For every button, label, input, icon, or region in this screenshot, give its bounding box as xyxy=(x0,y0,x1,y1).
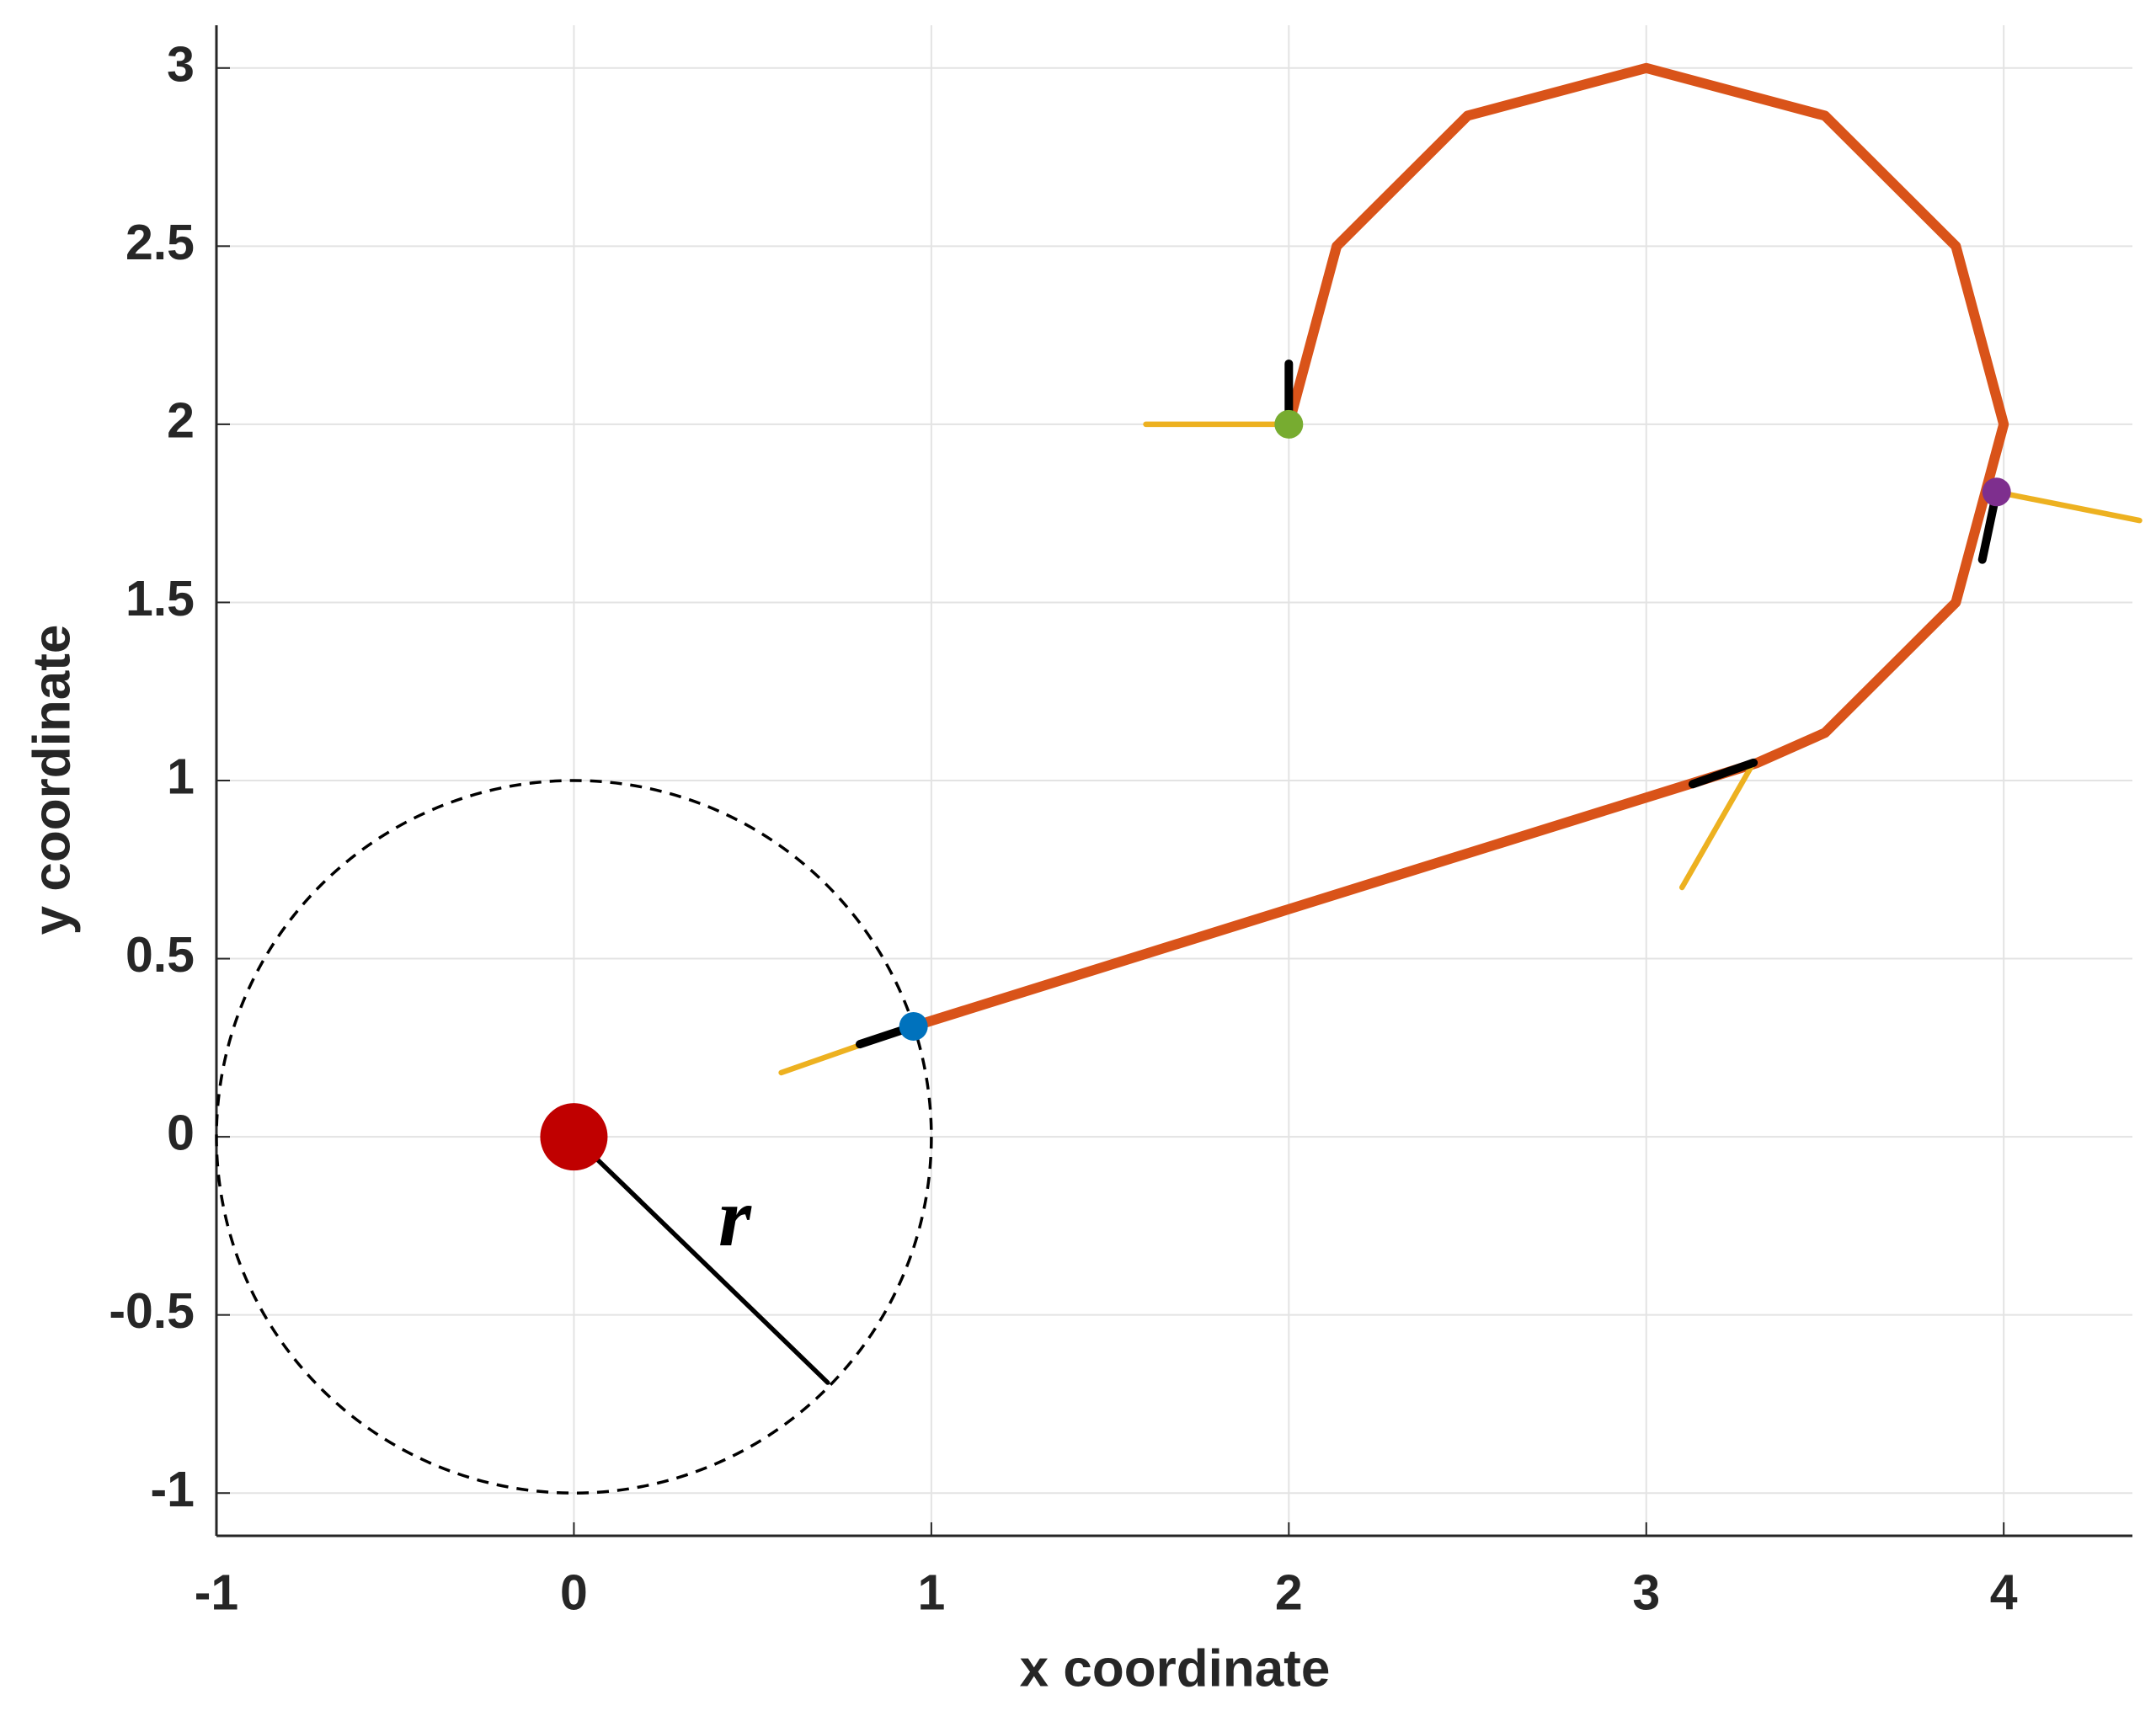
trajectory xyxy=(908,62,2009,1031)
x-tick-label: 4 xyxy=(1990,1565,2018,1621)
y-tick-label: 2 xyxy=(167,392,195,448)
waypoint xyxy=(1274,409,1304,439)
tangent-line xyxy=(1688,758,1758,789)
waypoint xyxy=(899,1011,928,1041)
y-tick-label: 0 xyxy=(167,1106,195,1161)
heading-line xyxy=(1678,759,1757,891)
x-tick-label: 2 xyxy=(1275,1565,1303,1621)
y-tick-label: 2.5 xyxy=(125,215,195,270)
waypoint xyxy=(1982,477,2011,507)
x-axis-label: x coordinate xyxy=(1020,1639,1331,1697)
annotation: r xyxy=(718,1170,752,1264)
y-axis-label: y coordinate xyxy=(23,625,81,935)
origin-point xyxy=(540,1103,608,1171)
y-tick-label: -0.5 xyxy=(109,1283,195,1339)
heading-line xyxy=(1993,489,2143,524)
range-circle xyxy=(215,779,933,1495)
y-tick-label: 1.5 xyxy=(125,571,195,626)
y-tick-label: 1 xyxy=(167,749,195,805)
x-tick-label: 1 xyxy=(917,1565,945,1621)
x-tick-label: -1 xyxy=(195,1565,238,1621)
y-tick-label: 0.5 xyxy=(125,927,195,983)
radius-line xyxy=(571,1134,830,1385)
x-tick-label: 3 xyxy=(1632,1565,1660,1621)
y-tick-label: -1 xyxy=(151,1462,195,1517)
x-tick-label: 0 xyxy=(560,1565,588,1621)
y-tick-label: 3 xyxy=(167,36,195,92)
